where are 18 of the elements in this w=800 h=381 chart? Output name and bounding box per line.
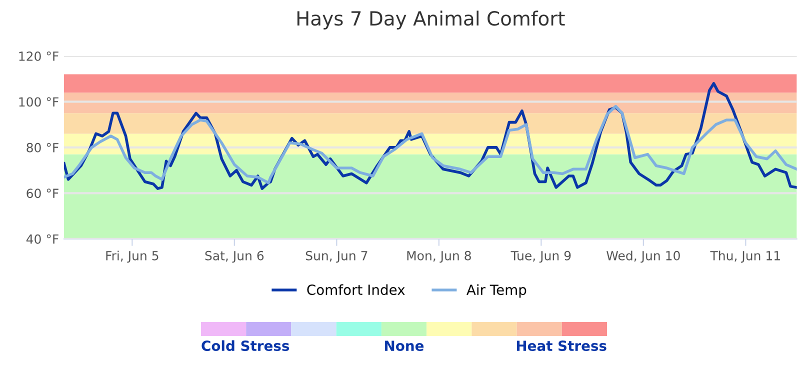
x-tick-label: Fri, Jun 5 [106, 250, 158, 263]
y-tick-label: 60 °F [26, 188, 58, 198]
legend-label: Air Temp [466, 284, 526, 298]
text: None [385, 340, 424, 352]
x-tick-label: Sat, Jun 6 [205, 250, 264, 263]
y-tick-label: 40 °F [26, 234, 58, 244]
chart-title: Hays 7 Day Animal Comfort [297, 10, 565, 30]
x-tick-label: Mon, Jun 8 [407, 250, 471, 263]
text: Heat Stress [516, 340, 606, 352]
legend-label: Comfort Index [307, 284, 405, 296]
x-tick-label: Thu, Jun 11 [710, 250, 780, 263]
x-tick-label: Wed, Jun 10 [606, 250, 680, 263]
y-tick-label: 120 °F [19, 51, 58, 61]
x-tick-label: Tue, Jun 9 [510, 250, 571, 263]
x-tick-label: Sun, Jun 7 [306, 250, 368, 263]
text: Cold Stress [202, 340, 290, 352]
y-tick-label: 80 °F [26, 142, 58, 152]
y-tick-label: 100 °F [19, 97, 58, 107]
